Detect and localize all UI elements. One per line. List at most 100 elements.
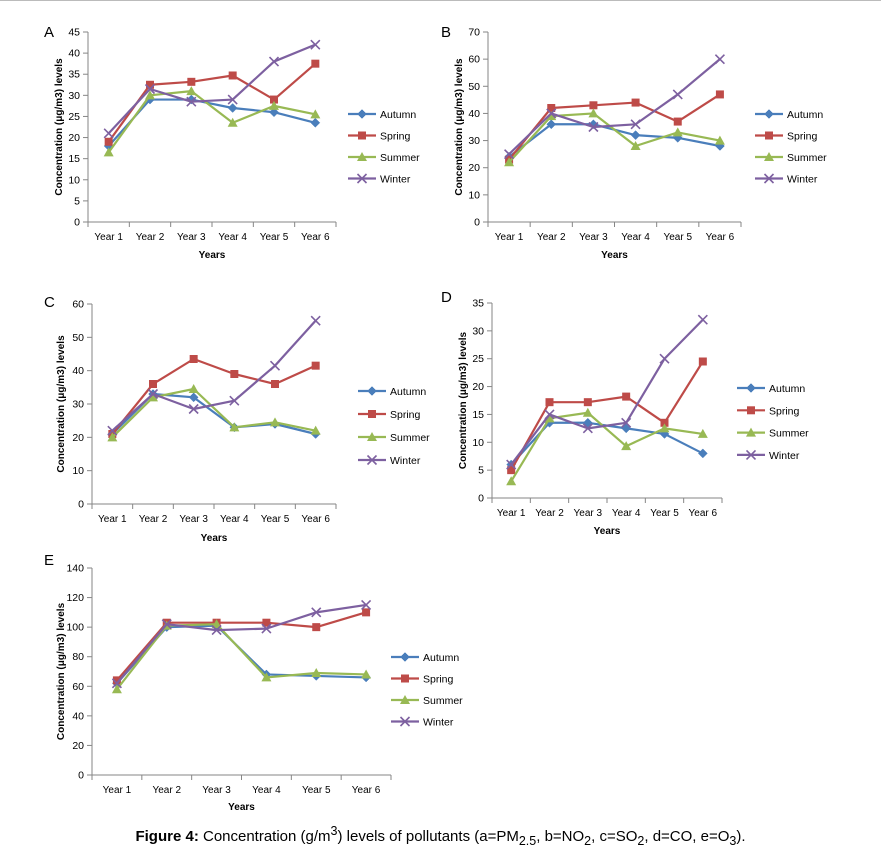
data-point-autumn [227, 103, 238, 113]
data-point-spring [311, 59, 320, 68]
data-point-autumn [588, 119, 599, 130]
data-point-winter [227, 94, 238, 105]
legend-label-autumn: Autumn [769, 383, 805, 395]
data-point-spring [583, 398, 592, 407]
data-point-winter [269, 360, 281, 371]
data-point-autumn [630, 130, 641, 140]
data-point-summer [103, 147, 114, 157]
data-point-autumn [310, 117, 321, 128]
legend-marker-winter [356, 173, 368, 184]
y-tick-label: 0 [474, 217, 480, 229]
legend-label-summer: Summer [787, 152, 827, 164]
chart-panel-b: B 0 10 20 30 40 50 60 70 Year 1 Year 2 Year 3 Year 4… [441, 24, 827, 261]
data-point-winter [188, 403, 199, 415]
caption-text-4: , c=SO [591, 828, 638, 845]
y-tick-label: 50 [468, 81, 480, 93]
y-tick-label: 20 [72, 740, 84, 752]
figure-canvas: A 0 5 10 15 20 25 30 35 40 45 Year 1 Year 2 Year 3 Yea… [44, 24, 827, 813]
data-point-spring [189, 355, 198, 363]
data-point-spring [271, 380, 279, 388]
legend-label-spring: Spring [380, 131, 411, 143]
y-tick-label: 40 [72, 710, 84, 722]
top-border-line [0, 0, 881, 1]
data-point-spring [698, 357, 707, 366]
data-point-winter [311, 607, 322, 618]
y-tick-label: 45 [68, 27, 80, 39]
legend-marker-autumn [367, 386, 377, 396]
legend-marker-autumn [764, 109, 774, 119]
data-point-autumn [546, 119, 557, 130]
y-tick-label: 0 [78, 499, 84, 511]
series-line-spring [111, 357, 317, 435]
data-point-summer [261, 672, 272, 682]
caption-text-5: , d=CO, e=O [644, 828, 730, 845]
data-point-winter [504, 149, 515, 160]
x-tick-label: Year 2 [535, 508, 564, 519]
y-tick-label: 5 [478, 465, 484, 477]
legend-marker-spring [747, 406, 755, 415]
data-point-autumn [697, 448, 708, 459]
y-tick-label: 60 [468, 54, 480, 66]
data-point-summer [227, 117, 238, 127]
data-point-spring [311, 361, 320, 370]
data-point-spring [270, 95, 278, 104]
y-tick-label: 140 [66, 563, 84, 575]
legend-marker-spring [368, 410, 376, 418]
x-tick-label: Year 4 [621, 232, 650, 243]
series-line-autumn [107, 98, 316, 147]
series-line-winter [116, 603, 367, 685]
data-point-spring [547, 104, 556, 112]
data-point-winter [544, 409, 555, 420]
data-point-spring [228, 71, 237, 80]
legend-marker-winter [366, 454, 378, 466]
data-point-winter [261, 623, 272, 634]
y-tick-label: 0 [74, 217, 80, 229]
y-tick-label: 20 [468, 162, 480, 174]
y-axis-title: Concentration (μg/m3) levels [454, 58, 465, 196]
data-point-winter [588, 121, 599, 133]
caption-sub-4: 3 [729, 834, 737, 848]
data-point-winter [161, 619, 172, 630]
legend-marker-winter [399, 716, 411, 727]
x-tick-label: Year 5 [650, 508, 679, 519]
data-point-winter [621, 417, 632, 428]
y-tick-label: 30 [468, 135, 480, 147]
legend-label-spring: Spring [787, 131, 818, 143]
y-tick-label: 0 [478, 493, 484, 505]
data-point-summer [310, 425, 321, 435]
legend-label-spring: Spring [390, 409, 421, 421]
x-tick-label: Year 3 [177, 232, 206, 243]
legend-label-winter: Winter [390, 455, 421, 467]
data-point-summer [504, 157, 515, 167]
x-tick-label: Year 3 [202, 785, 231, 796]
x-tick-label: Year 2 [537, 232, 566, 243]
data-point-spring [715, 90, 724, 99]
y-tick-label: 15 [68, 153, 80, 165]
data-point-summer [659, 423, 670, 433]
x-axis-title: Years [201, 533, 228, 544]
legend-label-autumn: Autumn [390, 386, 426, 398]
legend-label-autumn: Autumn [380, 109, 416, 121]
x-tick-label: Year 6 [689, 508, 718, 519]
data-point-autumn [269, 107, 279, 118]
panel-letter: A [44, 24, 54, 41]
data-point-winter [107, 425, 118, 436]
data-point-autumn [188, 392, 199, 403]
figure-caption: Figure 4: Concentration (g/m3) levels of… [0, 824, 881, 848]
y-tick-label: 40 [468, 108, 480, 120]
series-line-summer [510, 411, 703, 482]
data-point-summer [630, 141, 641, 150]
caption-sup: 3 [330, 824, 338, 838]
caption-text-3: , b=NO [536, 828, 585, 845]
data-point-summer [229, 422, 240, 432]
legend-marker-summer [400, 695, 410, 704]
y-tick-label: 35 [472, 298, 484, 310]
data-point-winter [506, 459, 517, 470]
data-point-spring [230, 370, 239, 378]
data-point-winter [147, 388, 159, 400]
x-tick-label: Year 5 [261, 514, 290, 525]
x-tick-label: Year 6 [352, 785, 381, 796]
panel-letter: D [441, 289, 452, 306]
data-point-winter [546, 108, 557, 119]
chart-panel-c: C 0 10 20 30 40 50 60 Year 1 Year 2 Year 3 Year 4 Ye… [44, 294, 430, 544]
